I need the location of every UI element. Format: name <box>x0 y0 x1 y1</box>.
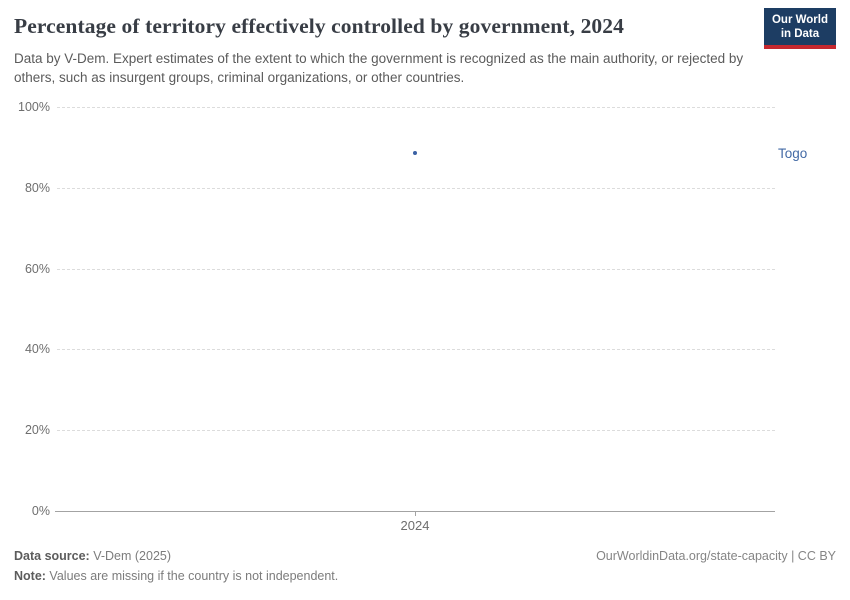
gridline-20 <box>57 430 775 431</box>
footer-note-value: Values are missing if the country is not… <box>45 569 339 583</box>
owid-logo: Our World in Data <box>763 8 836 49</box>
entity-label-togo[interactable]: Togo <box>778 146 808 161</box>
owid-logo-line2: in Data <box>780 28 820 40</box>
chart-subtitle: Data by V-Dem. Expert estimates of the e… <box>14 51 744 85</box>
owid-logo-line1: Our World <box>771 14 828 26</box>
footer-data-source-value: V-Dem (2025) <box>89 549 172 563</box>
page-title: Percentage of territory effectively cont… <box>14 14 624 38</box>
x-tick-label-2024: 2024 <box>400 518 430 533</box>
footer-data-source-label: Data source: <box>14 549 90 563</box>
y-tick-label-0: 0% <box>31 504 50 518</box>
y-tick-label-60: 60% <box>24 262 50 276</box>
y-tick-label-80: 80% <box>24 181 50 195</box>
y-tick-label-40: 40% <box>24 342 50 356</box>
footer-note-label: Note: <box>14 569 46 583</box>
data-point-togo-2024[interactable] <box>413 151 417 155</box>
y-tick-label-20: 20% <box>24 423 50 437</box>
gridline-80 <box>57 188 775 189</box>
gridline-60 <box>57 269 775 270</box>
footer-note: Note: Values are missing if the country … <box>14 569 338 583</box>
x-tick-mark-2024 <box>415 511 416 516</box>
gridline-40 <box>57 349 775 350</box>
footer-attribution: OurWorldinData.org/state-capacity | CC B… <box>596 549 836 563</box>
gridline-100 <box>57 107 775 108</box>
footer-data-source: Data source: V-Dem (2025) <box>14 549 171 563</box>
y-tick-label-100: 100% <box>18 100 50 114</box>
